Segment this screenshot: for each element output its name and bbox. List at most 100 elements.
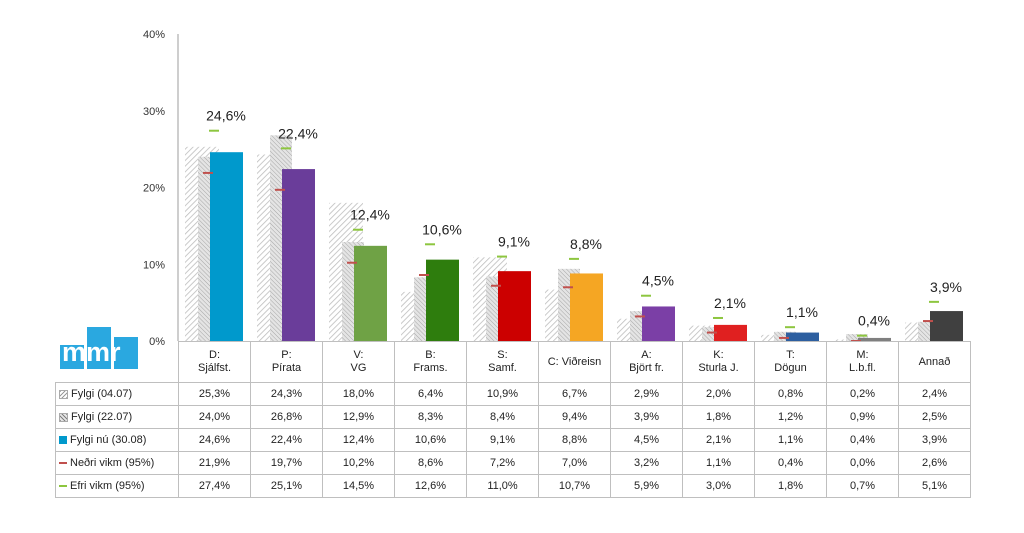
category-label-line: P:: [281, 349, 292, 361]
table-cell: 1,8%: [754, 474, 827, 498]
table-cell: 12,9%: [322, 405, 395, 429]
table-cell: 1,2%: [754, 405, 827, 429]
table-row: Fylgi nú (30.08) 24,6% 22,4% 12,4% 10,6% 9,1%…: [55, 428, 971, 452]
table-cell: 9,4%: [538, 405, 611, 429]
legend-key-icon: [59, 436, 67, 445]
category-label: B: Frams.: [394, 341, 467, 383]
category-label: C: Viðreisn: [538, 341, 611, 383]
table-cell: 0,0%: [826, 451, 899, 475]
category-label-line: V:: [353, 349, 364, 361]
category-label-line: K:: [713, 349, 724, 361]
table-cell: 26,8%: [250, 405, 323, 429]
legend-key-icon: [59, 462, 67, 465]
table-cell: 24,6%: [178, 428, 251, 452]
data-label: 1,1%: [786, 304, 818, 320]
data-label: 4,5%: [642, 273, 674, 289]
y-tick-label: 40%: [143, 29, 165, 41]
table-cell: 0,8%: [754, 382, 827, 406]
category-label-line: M:: [856, 349, 869, 361]
table-cell: 2,4%: [898, 382, 971, 406]
table-cell: 9,1%: [466, 428, 539, 452]
table-cell: 22,4%: [250, 428, 323, 452]
series-name: Fylgi nú (30.08): [70, 434, 147, 446]
category-label: M: L.b.fl.: [826, 341, 899, 383]
table-cell: 10,6%: [394, 428, 467, 452]
table-cell: 12,6%: [394, 474, 467, 498]
table-cell: 4,5%: [610, 428, 683, 452]
table-cell: 2,1%: [682, 428, 755, 452]
legend-key-icon: [59, 412, 68, 422]
category-label-line: A:: [641, 349, 652, 361]
table-cell: 6,7%: [538, 382, 611, 406]
bar-fylgi-nu: [570, 273, 603, 341]
bar-fylgi-nu: [354, 245, 387, 341]
table-cell: 3,2%: [610, 451, 683, 475]
table-cell: 8,6%: [394, 451, 467, 475]
bar-fylgi-nu: [498, 271, 531, 341]
series-name: Fylgi (04.07): [71, 388, 133, 400]
bar-fylgi-nu: [642, 306, 675, 341]
data-label: 10,6%: [422, 221, 462, 237]
category-label-line: L.b.fl.: [849, 362, 876, 374]
table-cell: 2,9%: [610, 382, 683, 406]
data-label: 24,6%: [206, 108, 246, 124]
data-label: 12,4%: [350, 207, 390, 223]
category-label: T: Dögun: [754, 341, 827, 383]
table-cell: 10,7%: [538, 474, 611, 498]
series-legend-label: Fylgi (04.07): [55, 382, 179, 406]
category-label-line: Sturla J.: [698, 362, 739, 374]
table-cell: 2,5%: [898, 405, 971, 429]
data-label: 2,1%: [714, 295, 746, 311]
series-legend-label: Fylgi (22.07): [55, 405, 179, 429]
table-cell: 0,9%: [826, 405, 899, 429]
category-label-line: C: Viðreisn: [547, 355, 602, 368]
category-label: P: Pírata: [250, 341, 323, 383]
table-cell: 5,1%: [898, 474, 971, 498]
table-cell: 3,9%: [610, 405, 683, 429]
table-cell: 1,1%: [754, 428, 827, 452]
category-label: Annað: [898, 341, 971, 383]
y-tick-label: 10%: [143, 259, 165, 271]
table-cell: 8,8%: [538, 428, 611, 452]
category-label-line: Dögun: [774, 362, 807, 374]
table-cell: 25,1%: [250, 474, 323, 498]
category-label: V: VG: [322, 341, 395, 383]
category-label-line: VG: [350, 362, 367, 374]
bar-fylgi-2207: [774, 331, 796, 341]
category-label-line: Samf.: [488, 362, 517, 374]
table-cell: 10,9%: [466, 382, 539, 406]
category-label-line: Frams.: [413, 362, 448, 374]
table-cell: 2,0%: [682, 382, 755, 406]
category-label: A: Björt fr.: [610, 341, 683, 383]
bar-fylgi-nu: [858, 337, 891, 341]
series-name: Fylgi (22.07): [71, 411, 133, 423]
table-cell: 1,1%: [682, 451, 755, 475]
data-label: 3,9%: [930, 279, 962, 295]
table-cell: 0,4%: [754, 451, 827, 475]
table-cell: 19,7%: [250, 451, 323, 475]
category-label: D: Sjálfst.: [178, 341, 251, 383]
table-cell: 7,0%: [538, 451, 611, 475]
table-cell: 12,4%: [322, 428, 395, 452]
table-cell: 5,9%: [610, 474, 683, 498]
category-label-line: Annað: [918, 355, 951, 368]
category-label-line: T:: [786, 349, 795, 361]
table-row: Efri vikm (95%) 27,4% 25,1% 14,5% 12,6% 11,0%…: [55, 474, 971, 498]
category-label: S: Samf.: [466, 341, 539, 383]
table-cell: 11,0%: [466, 474, 539, 498]
series-legend-label: Fylgi nú (30.08): [55, 428, 179, 452]
table-cell: 0,2%: [826, 382, 899, 406]
data-label: 8,8%: [570, 236, 602, 252]
bar-fylgi-nu: [786, 332, 819, 341]
y-tick-label: 30%: [143, 106, 165, 118]
table-header-row: D: Sjálfst. P: Pírata V: VG B: Frams. S: Samf. C: …: [55, 341, 971, 383]
data-label: 9,1%: [498, 234, 530, 250]
table-cell: 8,4%: [466, 405, 539, 429]
table-cell: 3,9%: [898, 428, 971, 452]
bar-chart: 0% 10% 20% 30% 40% 24,6% 22,4% 12,4% 10,6% 9,1% 8…: [143, 29, 963, 345]
category-label: K: Sturla J.: [682, 341, 755, 383]
category-label-line: Sjálfst.: [197, 362, 231, 374]
bar-fylgi-nu: [930, 311, 963, 341]
data-label: 0,4%: [858, 313, 890, 329]
legend-key-icon: [59, 389, 68, 399]
